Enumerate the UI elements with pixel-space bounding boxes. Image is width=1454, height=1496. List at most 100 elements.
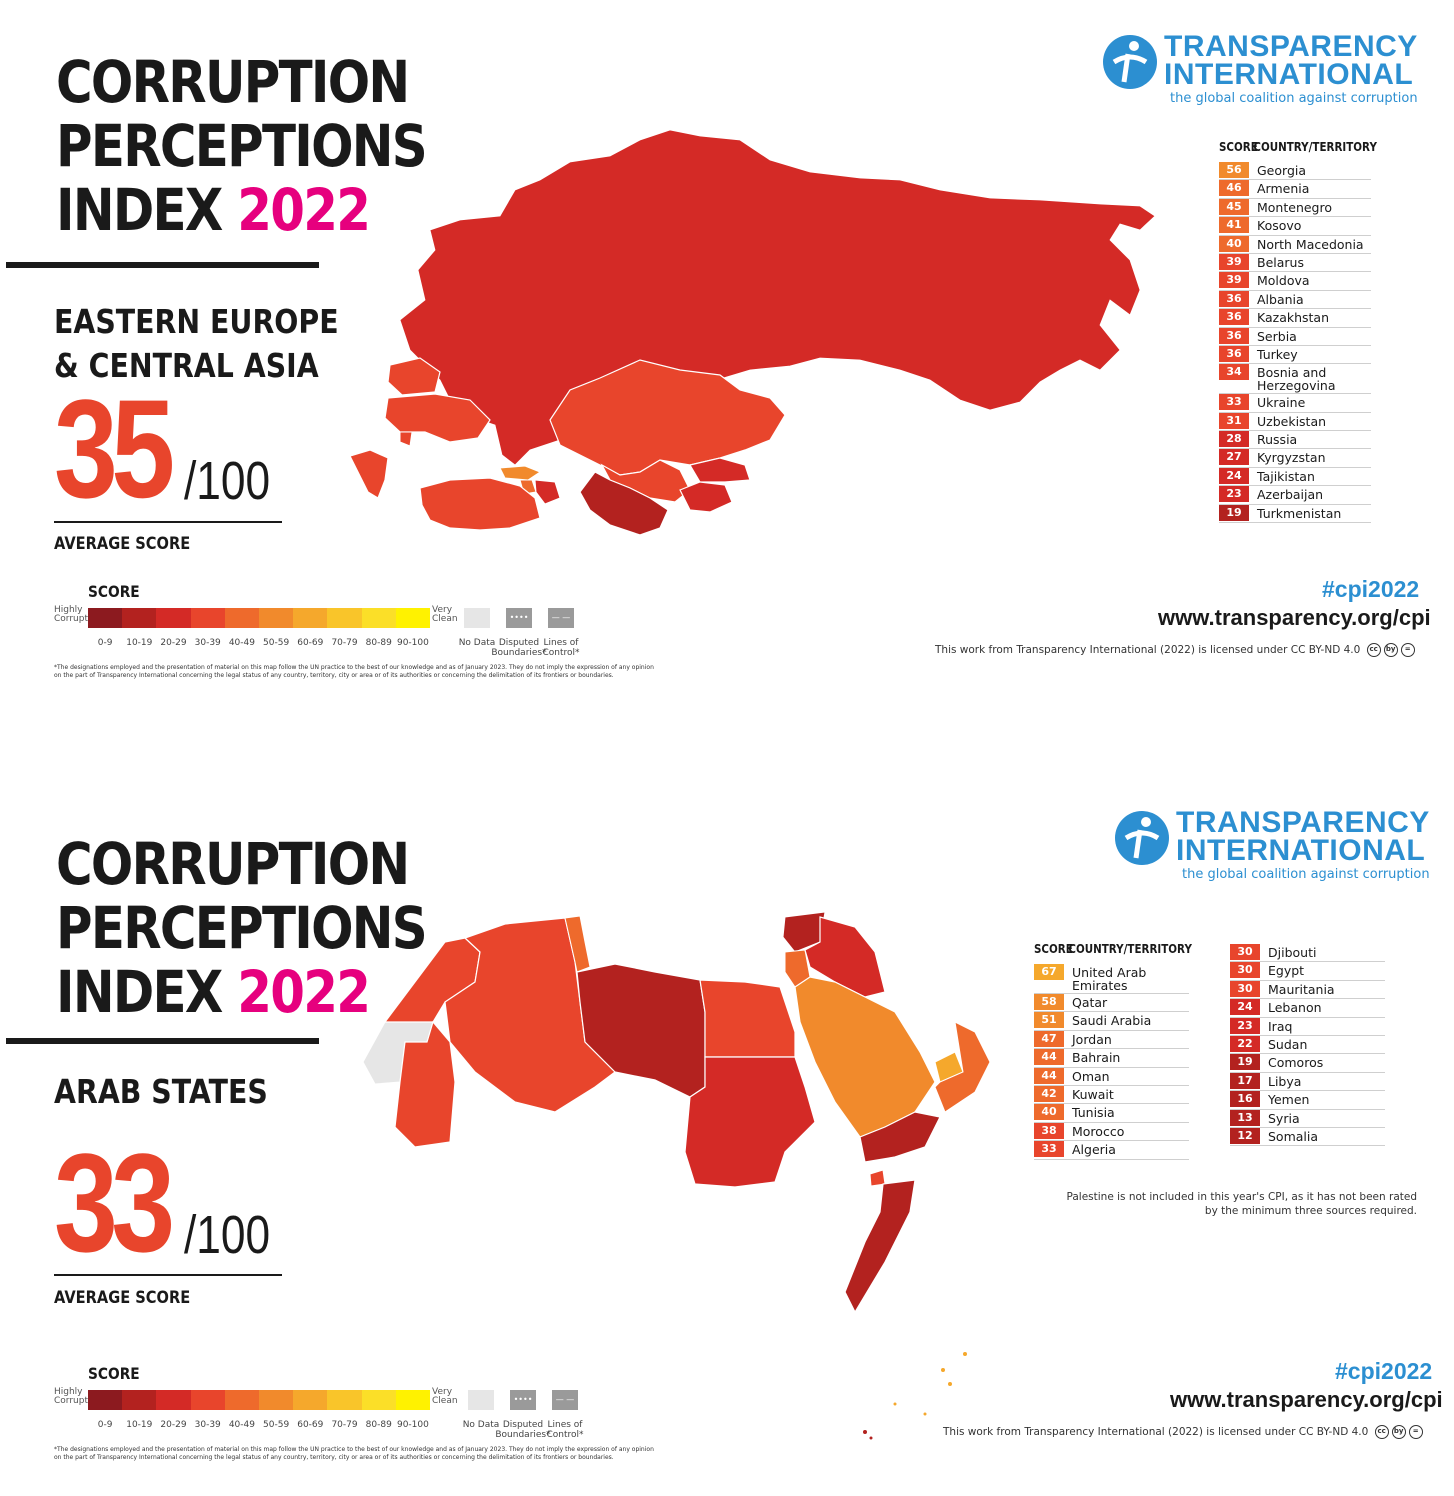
- legend-tick-label: 30-39: [194, 638, 221, 648]
- score-badge: 51: [1034, 1012, 1064, 1029]
- page-title: CORRUPTION PERCEPTIONS INDEX 2022: [56, 830, 428, 1026]
- score-badge: 46: [1219, 180, 1249, 197]
- legend-tick-label: 40-49: [228, 1420, 255, 1430]
- score-badge: 31: [1219, 412, 1249, 429]
- website-link[interactable]: www.transparency.org/cpi: [1158, 605, 1431, 630]
- map-egypt: [699, 979, 796, 1058]
- country-name: Algeria: [1072, 1142, 1116, 1158]
- table-row: 58 Qatar: [1034, 994, 1189, 1013]
- legend-color-swatch: [395, 608, 431, 628]
- lines-swatch: — —: [548, 608, 574, 628]
- country-name: Kuwait: [1072, 1086, 1114, 1102]
- legend-tick-label: 20-29: [160, 638, 187, 648]
- table-row: 40 North Macedonia: [1219, 235, 1371, 254]
- average-divider: [54, 1274, 282, 1276]
- score-badge: 47: [1034, 1030, 1064, 1047]
- poster-eastern-europe-central-asia: CORRUPTION PERCEPTIONS INDEX 2022 EASTER…: [0, 0, 1454, 700]
- score-badge: 39: [1219, 253, 1249, 270]
- table-row: 36 Albania: [1219, 290, 1371, 310]
- footnote: *The designations employed and the prese…: [54, 1446, 654, 1461]
- ti-logo: TRANSPARENCY INTERNATIONAL the global co…: [1100, 32, 1418, 112]
- score-badge: 42: [1034, 1085, 1064, 1102]
- lines-label: Lines of Control*: [542, 638, 580, 658]
- average-score-denominator: /100: [184, 451, 271, 511]
- legend-color-swatch: [259, 1390, 294, 1410]
- legend-color-swatch: [156, 608, 191, 628]
- legend-tick-label: 70-79: [331, 638, 358, 648]
- by-icon: by: [1383, 643, 1398, 657]
- country-name: Syria: [1268, 1110, 1300, 1126]
- country-name: Azerbaijan: [1257, 487, 1324, 503]
- country-name: Tajikistan: [1257, 468, 1315, 484]
- table-row: 16 Yemen: [1230, 1091, 1385, 1110]
- table-row: 56 Georgia: [1219, 162, 1371, 181]
- legend-tick-label: 80-89: [365, 1420, 392, 1430]
- legend-tick-label: 50-59: [263, 638, 290, 648]
- score-badge: 36: [1219, 309, 1249, 326]
- legend-high-label: Very Clean: [432, 605, 458, 624]
- map-turkey: [419, 477, 541, 531]
- map-ukraine: [384, 393, 491, 443]
- legend-color-swatch: [293, 1390, 328, 1410]
- average-score-value: 35: [54, 370, 175, 527]
- table-row: 39 Moldova: [1219, 272, 1371, 291]
- legend-ticks: 0-9 10-19 20-29 30-39 40-49 50-59 60-69 70-79 80…: [88, 638, 430, 648]
- legend-tick-label: 10-19: [126, 638, 153, 648]
- country-name: Armenia: [1257, 181, 1310, 197]
- score-badge: 36: [1219, 290, 1249, 307]
- map-tajikistan: [679, 481, 733, 513]
- table-row: 34 Bosnia and Herzegovina: [1219, 364, 1371, 395]
- score-badge: 24: [1219, 467, 1249, 484]
- cc-icon: cc: [1366, 643, 1381, 657]
- table-row: 31 Uzbekistan: [1219, 412, 1371, 432]
- map-dot: [923, 1412, 927, 1416]
- nd-icon: =: [1408, 1425, 1423, 1439]
- table-row: 42 Kuwait: [1034, 1085, 1189, 1105]
- score-badge: 41: [1219, 217, 1249, 234]
- legend-ticks: 0-9 10-19 20-29 30-39 40-49 50-59 60-69 70-79 80…: [88, 1420, 430, 1430]
- page-title: CORRUPTION PERCEPTIONS INDEX 2022: [56, 48, 428, 244]
- country-name: Tunisia: [1072, 1105, 1115, 1121]
- score-badge: 30: [1230, 962, 1260, 979]
- score-badge: 19: [1219, 504, 1249, 521]
- table-header: SCORECOUNTRY/TERRITORY: [1034, 942, 1192, 956]
- score-badge: 33: [1034, 1141, 1064, 1158]
- country-name: Qatar: [1072, 995, 1108, 1010]
- score-badge: 67: [1034, 964, 1064, 980]
- map-moldova: [399, 431, 413, 447]
- disputed-label: Disputed Boundaries*: [491, 638, 547, 658]
- legend-color-swatch: [190, 1390, 225, 1410]
- country-name: Georgia: [1257, 163, 1307, 178]
- nd-icon: =: [1400, 643, 1415, 657]
- map-azerbaijan: [534, 479, 561, 505]
- average-score-denominator: /100: [184, 1205, 271, 1265]
- license-text: This work from Transparency Internationa…: [943, 1425, 1423, 1439]
- table-row: 44 Oman: [1034, 1067, 1189, 1086]
- map-comoros-dot: [863, 1430, 867, 1434]
- map-saudi-arabia: [794, 976, 936, 1138]
- legend-color-swatch: [122, 1390, 157, 1410]
- no-data-label: No Data: [458, 638, 496, 648]
- country-score-table: SCORECOUNTRY/TERRITORY 56 Georgia 46 Armeni…: [1219, 140, 1377, 524]
- map-comoros-dot: [869, 1436, 873, 1440]
- table-row: 30 Djibouti: [1230, 944, 1385, 963]
- palestine-note: Palestine is not included in this year's…: [1066, 1191, 1417, 1217]
- score-badge: 58: [1034, 994, 1064, 1010]
- legend-color-swatch: [395, 1390, 431, 1410]
- country-name: Moldova: [1257, 273, 1310, 289]
- average-score-label: AVERAGE SCORE: [54, 1288, 191, 1308]
- legend-color-swatch: [293, 608, 328, 628]
- license-text: This work from Transparency Internationa…: [935, 643, 1415, 657]
- table-row: 38 Morocco: [1034, 1122, 1189, 1142]
- poster-arab-states: CORRUPTION PERCEPTIONS INDEX 2022 ARAB S…: [0, 782, 1454, 1482]
- map-dot: [941, 1368, 945, 1372]
- country-name: United Arab Emirates: [1072, 965, 1147, 993]
- average-score-label: AVERAGE SCORE: [54, 534, 191, 554]
- website-link[interactable]: www.transparency.org/cpi: [1170, 1387, 1443, 1412]
- country-name: Morocco: [1072, 1123, 1125, 1139]
- disputed-swatch: ••••: [510, 1390, 536, 1410]
- country-name: Uzbekistan: [1257, 413, 1327, 429]
- legend-color-swatch: [361, 1390, 396, 1410]
- country-name: Iraq: [1268, 1018, 1293, 1034]
- score-badge: 17: [1230, 1072, 1260, 1089]
